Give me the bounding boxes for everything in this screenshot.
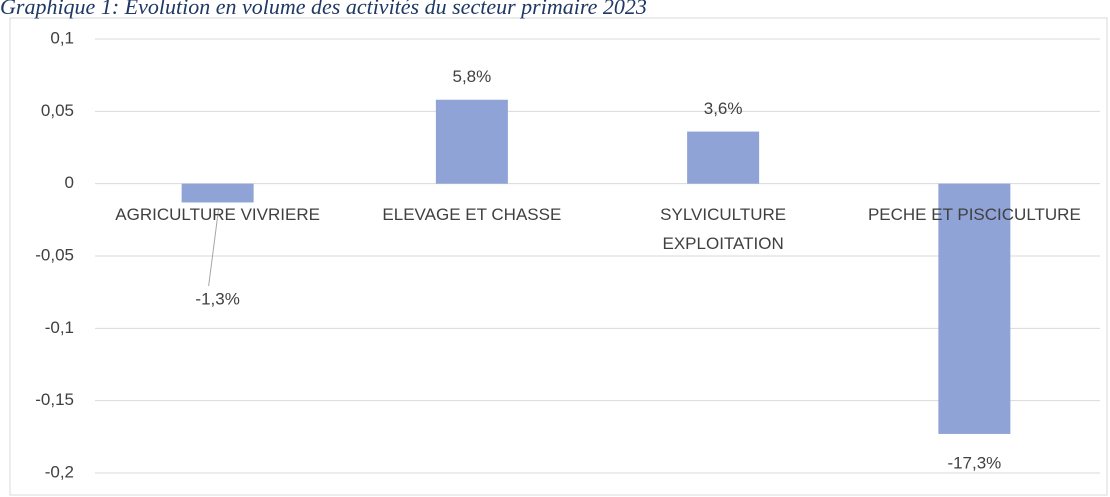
bar	[938, 183, 1011, 434]
x-tick-label: PECHE ET PISCICULTURE	[867, 204, 1081, 224]
chart-title: Graphique 1: Evolution en volume des act…	[0, 0, 647, 19]
bar	[687, 131, 760, 184]
data-label: 5,8%	[453, 67, 492, 86]
y-tick-label: 0	[65, 173, 74, 192]
y-tick-label: -0,1	[45, 318, 74, 337]
y-tick-label: 0,1	[50, 28, 74, 47]
bar	[181, 183, 254, 203]
bar	[435, 99, 508, 184]
y-tick-label: -0,2	[45, 462, 74, 481]
data-label: -17,3%	[947, 453, 1001, 472]
y-tick-label: -0,05	[35, 245, 74, 264]
data-label: 3,6%	[704, 99, 743, 118]
x-tick-label: ELEVAGE ET CHASSE	[382, 204, 562, 224]
leader-line	[208, 208, 220, 287]
x-tick-label: AGRICULTURE VIVRIERE	[115, 204, 320, 224]
x-tick-label: SYLVICULTURE EXPLOITATION	[660, 204, 787, 253]
y-tick-label: 0,05	[41, 101, 74, 120]
chart-border	[9, 17, 1108, 496]
y-tick-label: -0,15	[35, 390, 74, 409]
data-label: -1,3%	[195, 289, 239, 308]
